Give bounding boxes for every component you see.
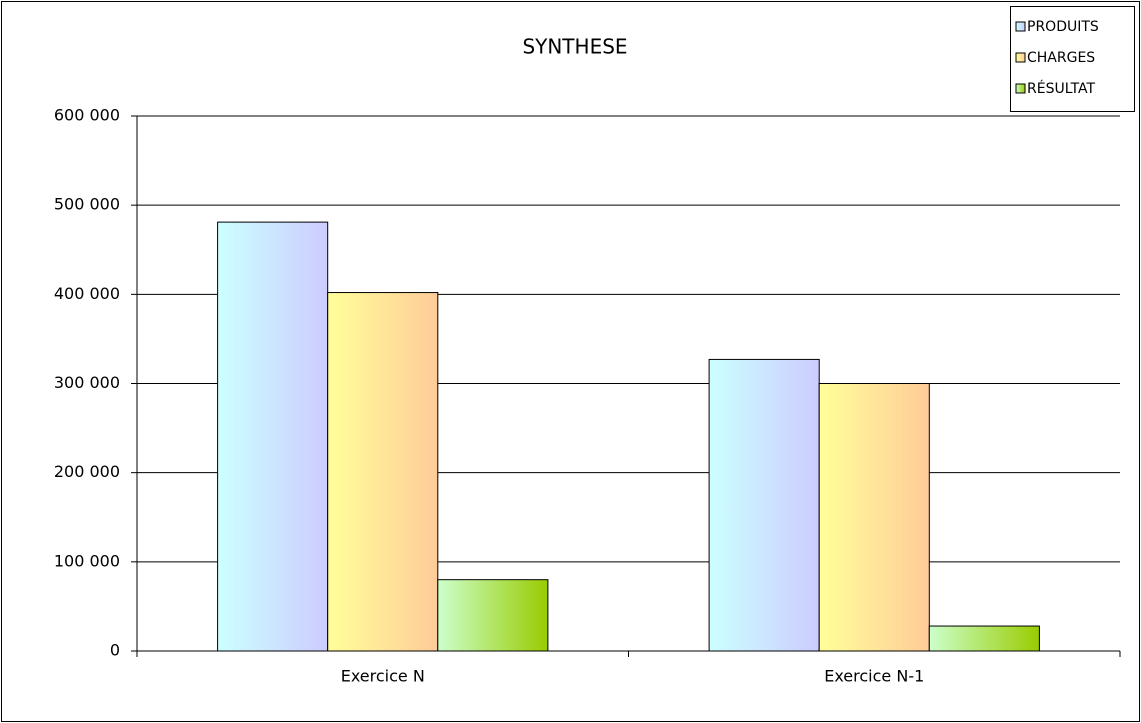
legend-label: PRODUITS	[1027, 19, 1099, 35]
y-tick-label: 600 000	[54, 106, 120, 125]
legend-swatch	[1015, 52, 1026, 63]
legend-swatch	[1015, 83, 1026, 94]
x-tick-label: Exercice N	[341, 667, 425, 686]
bar	[708, 358, 820, 652]
bar	[818, 383, 930, 652]
y-tick-label: 400 000	[54, 284, 120, 303]
legend-label: CHARGES	[1027, 50, 1095, 66]
y-tick-label: 300 000	[54, 373, 120, 392]
x-tick-label: Exercice N-1	[824, 667, 924, 686]
bar	[928, 625, 1040, 652]
y-tick-label: 0	[110, 641, 120, 660]
legend-box	[1010, 6, 1135, 112]
bar	[327, 292, 439, 652]
legend-swatch	[1015, 21, 1026, 32]
y-tick-label: 500 000	[54, 195, 120, 214]
y-tick-label: 100 000	[54, 551, 120, 570]
y-tick-label: 200 000	[54, 462, 120, 481]
legend-label: RÉSULTAT	[1027, 80, 1096, 97]
chart-title: SYNTHESE	[522, 35, 627, 59]
bar	[217, 221, 329, 652]
bar	[437, 579, 549, 652]
